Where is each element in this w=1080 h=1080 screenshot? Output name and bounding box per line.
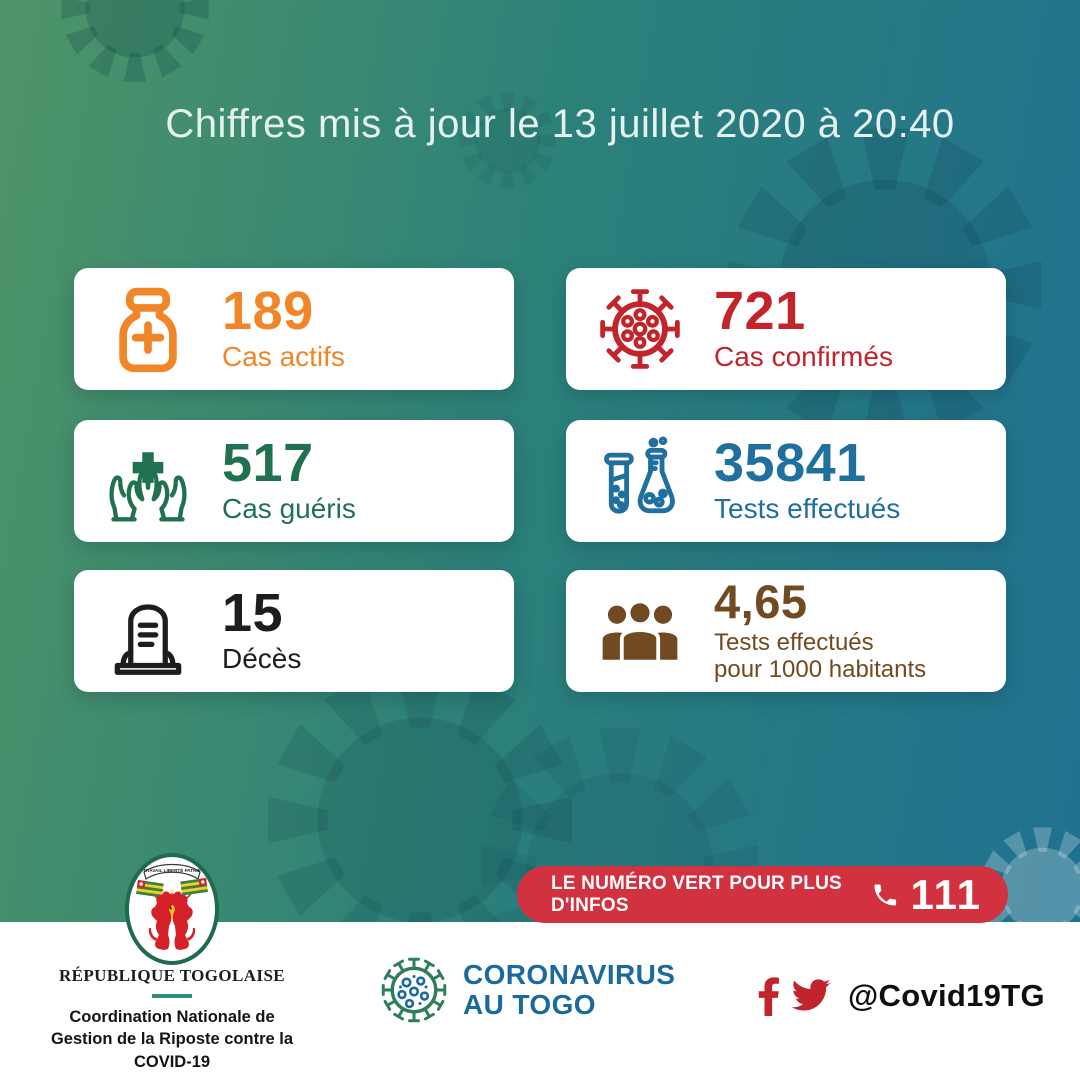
stat-label: Tests effectués xyxy=(714,493,901,525)
republic-label: RÉPUBLIQUE TOGOLAISE xyxy=(58,966,286,985)
tombstone-icon xyxy=(74,585,222,677)
brand-line2: AU TOGO xyxy=(463,989,596,1020)
social-handle: @Covid19TG xyxy=(848,978,1045,1013)
stat-label: Tests effectués xyxy=(714,628,874,656)
hotline-number: 111 xyxy=(910,870,982,918)
togo-flag xyxy=(175,878,208,911)
medicine-bottle-icon xyxy=(74,283,222,375)
lion-figure xyxy=(148,891,176,950)
stat-label: Cas guéris xyxy=(222,493,356,525)
phone-icon xyxy=(871,881,899,909)
coordination-label: Coordination Nationale de Gestion de la … xyxy=(50,1008,294,1071)
lion-figure xyxy=(168,891,196,950)
footer-divider xyxy=(152,994,192,998)
stat-value: 189 xyxy=(222,281,314,342)
stat-label: Cas confirmés xyxy=(714,341,893,373)
coronavirus-logo-icon xyxy=(378,954,450,1026)
stat-value: 721 xyxy=(714,281,806,342)
card-cas-confirmes: 721 Cas confirmés xyxy=(566,268,1006,390)
facebook-icon xyxy=(758,976,780,1016)
stat-value: 35841 xyxy=(714,433,867,494)
togo-flag xyxy=(136,880,169,911)
stat-value: 15 xyxy=(222,583,284,644)
stat-label: Cas actifs xyxy=(222,341,345,373)
card-tests-effectues: 35841 Tests effectués xyxy=(566,420,1006,542)
healing-hands-icon xyxy=(74,435,222,527)
background-virus-silhouette xyxy=(55,0,215,88)
stat-label: Décès xyxy=(222,643,302,675)
stat-value: 4,65 xyxy=(714,574,808,628)
stat-value: 517 xyxy=(222,433,314,494)
card-tests-par-1000-habitants: 4,65 Tests effectués pour 1000 habitants xyxy=(566,570,1006,692)
twitter-icon xyxy=(789,978,831,1014)
people-group-icon xyxy=(566,585,714,677)
social-links: @Covid19TG xyxy=(758,976,1045,1016)
togo-coat-of-arms: TRAVAIL LIBERTÉ PATRIE xyxy=(124,852,220,966)
lab-glassware-icon xyxy=(566,435,714,527)
coat-motto: TRAVAIL LIBERTÉ PATRIE xyxy=(143,866,201,873)
card-deces: 15 Décès xyxy=(74,570,514,692)
hotline-label: LE NUMÉRO VERT POUR PLUS D'INFOS xyxy=(551,872,842,916)
card-cas-actifs: 189 Cas actifs xyxy=(74,268,514,390)
stat-sublabel: pour 1000 habitants xyxy=(714,656,927,684)
hotline-banner: LE NUMÉRO VERT POUR PLUS D'INFOS 111 xyxy=(517,866,1008,923)
card-cas-gueris: 517 Cas guéris xyxy=(74,420,514,542)
brand-line1: CORONAVIRUS xyxy=(463,958,676,990)
update-title: Chiffres mis à jour le 13 juillet 2020 à… xyxy=(165,102,955,146)
coronavirus-au-togo-brand: CORONAVIRUS AU TOGO xyxy=(378,954,675,1026)
virus-icon xyxy=(566,283,714,375)
